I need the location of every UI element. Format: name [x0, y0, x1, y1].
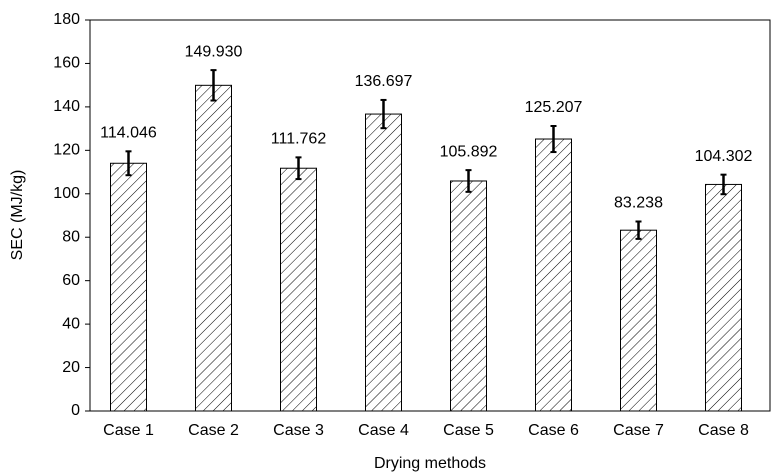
- value-label: 136.697: [355, 73, 413, 90]
- x-tick-label: Case 3: [273, 422, 324, 439]
- value-label: 125.207: [525, 99, 583, 116]
- x-tick-label: Case 4: [358, 422, 409, 439]
- y-tick-label: 80: [62, 228, 80, 245]
- bar: [705, 183, 742, 412]
- bar: [280, 167, 317, 412]
- x-tick-label: Case 1: [103, 422, 154, 439]
- y-tick-label: 20: [62, 359, 80, 376]
- bar: [110, 162, 147, 412]
- bar: [535, 138, 572, 412]
- y-tick-label: 0: [71, 402, 80, 419]
- y-tick-label: 180: [53, 11, 80, 28]
- x-tick-label: Case 5: [443, 422, 494, 439]
- x-tick-label: Case 8: [698, 422, 749, 439]
- value-label: 105.892: [440, 143, 498, 160]
- x-tick-label: Case 6: [528, 422, 579, 439]
- y-tick-label: 40: [62, 315, 80, 332]
- y-tick-label: 100: [53, 185, 80, 202]
- plot-frame: [89, 19, 771, 412]
- y-axis-label: SEC (MJ/kg): [9, 170, 26, 261]
- x-tick-label: Case 2: [188, 422, 239, 439]
- y-tick-label: 160: [53, 55, 80, 72]
- bar: [620, 229, 657, 412]
- y-tick-label: 60: [62, 272, 80, 289]
- value-label: 104.302: [695, 148, 753, 165]
- x-axis-label: Drying methods: [374, 455, 486, 472]
- value-label: 111.762: [271, 131, 327, 148]
- bar: [195, 84, 232, 412]
- value-label: 83.238: [614, 195, 663, 212]
- bar: [450, 180, 487, 412]
- y-tick-label: 140: [53, 98, 80, 115]
- x-tick-label: Case 7: [613, 422, 664, 439]
- value-label: 114.046: [100, 125, 157, 142]
- value-label: 149.930: [185, 43, 243, 60]
- y-tick-label: 120: [53, 142, 80, 159]
- bar: [365, 113, 402, 412]
